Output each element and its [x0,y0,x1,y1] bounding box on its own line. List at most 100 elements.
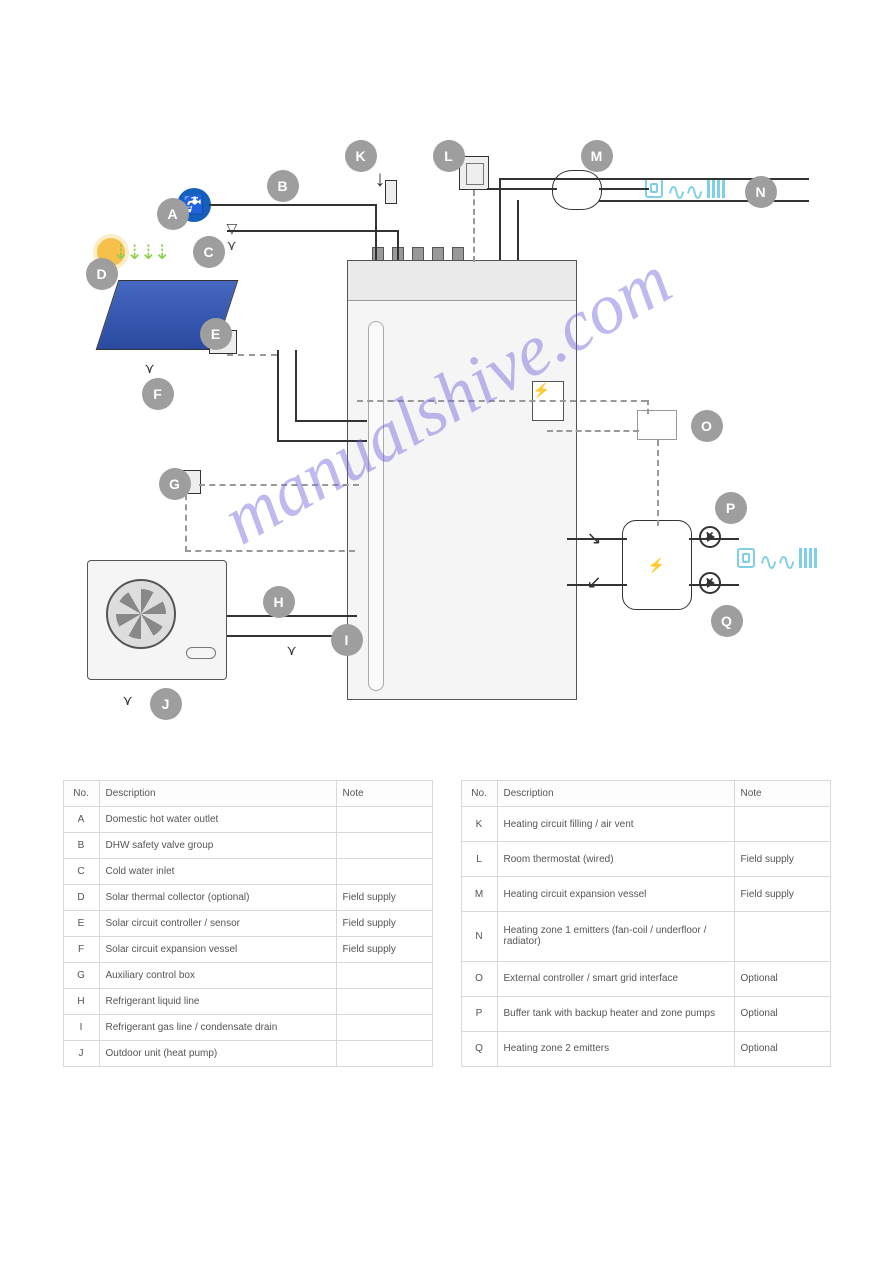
pipe [397,230,399,260]
cell-desc: Outdoor unit (heat pump) [99,1041,336,1067]
wire [547,430,639,432]
cell-note [336,1015,432,1041]
cell-id: O [461,961,497,996]
wire [185,550,355,552]
cell-note: Field supply [336,937,432,963]
pipe [689,538,739,540]
cell-desc: Solar thermal collector (optional) [99,885,336,911]
cell-id: K [461,807,497,842]
cell-desc: Heating circuit filling / air vent [497,807,734,842]
cell-desc: Domestic hot water outlet [99,807,336,833]
cell-note: Optional [734,1031,830,1066]
pipe [277,440,367,442]
cell-desc: Auxiliary control box [99,963,336,989]
zone-pump [699,572,721,594]
emitters-zone2: ∿∿ [737,548,817,576]
wire [357,400,647,402]
pipe [295,350,297,420]
callout-marker: N [745,176,777,208]
table-row: ESolar circuit controller / sensorField … [63,911,432,937]
table-row: ADomestic hot water outlet [63,807,432,833]
pipe [375,204,377,260]
cell-note: Field supply [336,885,432,911]
heater-icon: ⚡ [648,557,665,574]
pipe [689,584,739,586]
cell-id: I [63,1015,99,1041]
port [412,247,424,261]
cell-desc: Room thermostat (wired) [497,842,734,877]
bolt-icon: ⚡ [533,382,550,398]
callout-marker: I [331,624,363,656]
port [452,247,464,261]
cell-id: L [461,842,497,877]
table-row: IRefrigerant gas line / condensate drain [63,1015,432,1041]
cell-id: C [63,859,99,885]
outdoor-unit [87,560,227,680]
table-row: MHeating circuit expansion vesselField s… [461,877,830,912]
cell-desc: Cold water inlet [99,859,336,885]
table-row: OExternal controller / smart grid interf… [461,961,830,996]
cell-note [336,989,432,1015]
pipe [295,420,367,422]
cell-id: E [63,911,99,937]
wire [657,440,659,526]
legend-table-right: No. Description Note KHeating circuit fi… [461,780,831,1067]
cell-id: H [63,989,99,1015]
table-row: GAuxiliary control box [63,963,432,989]
solar-rays-icon: ⇣⇣⇣⇣ [113,240,168,265]
pipe [487,188,557,190]
port [432,247,444,261]
cell-note [336,963,432,989]
table-row: CCold water inlet [63,859,432,885]
legend-tables: No. Description Note ADomestic hot water… [60,780,833,1067]
callout-marker: K [345,140,377,172]
pipe [209,204,377,206]
cell-id: M [461,877,497,912]
safety-valve-icon: ▽⋎ [227,220,238,254]
buffer-tank: ⚡ [622,520,692,610]
fancoil-icon [737,548,755,568]
table-row: DSolar thermal collector (optional)Field… [63,885,432,911]
cell-desc: Heating zone 1 emitters (fan-coil / unde… [497,912,734,962]
cell-desc: Buffer tank with backup heater and zone … [497,996,734,1031]
cell-desc: Refrigerant liquid line [99,989,336,1015]
pipe [227,230,397,232]
cell-desc: Refrigerant gas line / condensate drain [99,1015,336,1041]
wire [185,494,187,552]
model-badge [186,647,216,659]
cell-note: Optional [734,996,830,1031]
callout-marker: E [200,318,232,350]
cell-id: A [63,807,99,833]
callout-marker: B [267,170,299,202]
callout-marker: C [193,236,225,268]
condensate-hose [368,321,384,691]
ground-icon: ⋎ [123,692,133,709]
indoor-unit-top [348,261,576,301]
table-row: KHeating circuit filling / air vent [461,807,830,842]
port [372,247,384,261]
callout-marker: H [263,586,295,618]
pipe [599,188,649,190]
cell-id: J [63,1041,99,1067]
pipe [499,178,501,260]
callout-marker: P [715,492,747,524]
table-row: BDHW safety valve group [63,833,432,859]
cell-id: N [461,912,497,962]
cell-id: G [63,963,99,989]
table-row: HRefrigerant liquid line [63,989,432,1015]
legend-table-left: No. Description Note ADomestic hot water… [63,780,433,1067]
table-row: FSolar circuit expansion vesselField sup… [63,937,432,963]
cell-id: F [63,937,99,963]
cell-desc: DHW safety valve group [99,833,336,859]
table-row: QHeating zone 2 emittersOptional [461,1031,830,1066]
callout-marker: J [150,688,182,720]
callout-marker: A [157,198,189,230]
cell-id: P [461,996,497,1031]
cell-id: D [63,885,99,911]
indoor-unit: ⚡ [347,260,577,700]
cell-id: B [63,833,99,859]
cell-desc: Heating zone 2 emitters [497,1031,734,1066]
cell-note: Optional [734,961,830,996]
callout-marker: D [86,258,118,290]
ground-icon: ⋎ [287,642,297,659]
